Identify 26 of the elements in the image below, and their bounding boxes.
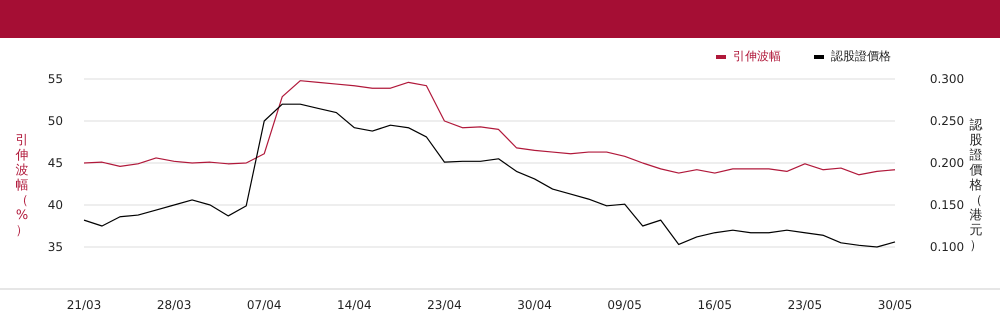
y2-tick-label: 0.250: [930, 114, 964, 128]
y2-tick-label: 0.300: [930, 72, 964, 86]
x-tick-label: 07/04: [246, 298, 282, 312]
x-tick-label: 23/05: [788, 298, 822, 312]
y-tick-label: 40: [48, 198, 63, 212]
x-tick-label: 09/05: [607, 298, 642, 312]
legend-label: 認股證價格: [831, 49, 891, 63]
x-tick-label: 14/04: [337, 298, 372, 312]
x-tick-label: 16/05: [697, 298, 732, 312]
y-tick-label: 35: [48, 240, 63, 254]
y-tick-label: 45: [48, 156, 63, 170]
x-tick-label: 28/03: [156, 298, 192, 312]
line-series: [83, 104, 896, 248]
y-axis-title: 引伸波幅（%）: [14, 133, 28, 238]
x-tick-label: 30/05: [878, 298, 912, 312]
y2-tick-label: 0.150: [930, 198, 964, 212]
legend-label: 引伸波幅: [733, 49, 781, 63]
y-tick-label: 50: [48, 114, 63, 128]
y2-tick-label: 0.200: [930, 156, 964, 170]
x-tick-label: 30/04: [517, 298, 552, 312]
x-tick-label: 23/04: [427, 298, 462, 312]
y2-tick-label: 0.100: [930, 240, 964, 254]
text: 認股證價格（港元）: [970, 118, 982, 253]
x-tick-label: 21/03: [66, 298, 102, 312]
y-tick-label: 55: [48, 72, 63, 86]
line-series: [83, 80, 896, 176]
